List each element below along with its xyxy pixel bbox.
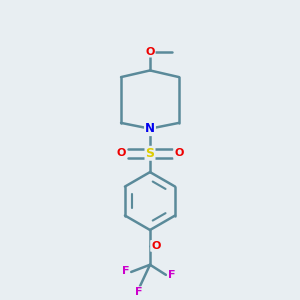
Text: S: S [146, 147, 154, 160]
Text: O: O [116, 148, 126, 158]
Text: F: F [122, 266, 129, 275]
Text: N: N [145, 122, 155, 135]
Text: O: O [145, 46, 155, 57]
Text: F: F [135, 287, 142, 297]
Text: F: F [168, 270, 176, 280]
Text: O: O [151, 241, 160, 251]
Text: O: O [174, 148, 184, 158]
